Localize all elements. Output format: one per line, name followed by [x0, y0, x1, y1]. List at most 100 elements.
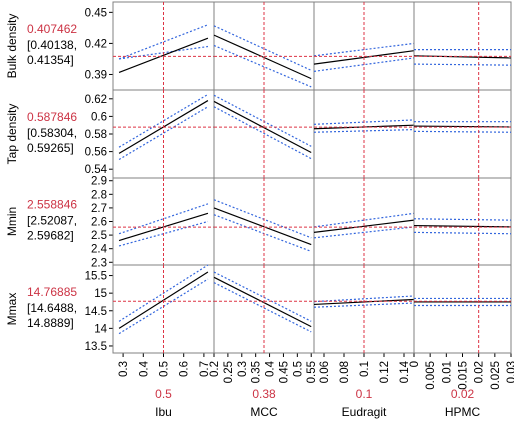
panel-frame: [112, 177, 215, 266]
y-tick-label: 0.42: [85, 38, 107, 50]
fit-line: [213, 276, 312, 328]
profile-panel: [112, 1, 215, 91]
factor-name: Eudragit: [342, 405, 387, 419]
x-tick-label: 0.3: [118, 361, 130, 377]
response-ci-lower: [0.40138,: [27, 38, 77, 52]
fit-line: [313, 219, 415, 233]
x-tick-label: 0.2: [209, 361, 221, 377]
profile-panel: [213, 89, 315, 179]
axes: 0.39 0.42 0.45 0.54 0.56 0.58 0.6 0.62 2.32.4 2.5…: [85, 2, 514, 390]
ci-lower-line: [118, 106, 209, 161]
x-tick-label: 0.01: [441, 361, 453, 383]
profile-panel: [112, 264, 215, 354]
ci-upper-line: [118, 93, 209, 148]
y-tick-label: 2.5: [91, 230, 107, 242]
factor-current-value: 0.5: [155, 387, 172, 401]
ci-upper-line: [313, 212, 415, 228]
profile-panel: [313, 1, 415, 91]
fit-line: [213, 100, 312, 154]
x-tick-label: 0.4: [265, 360, 277, 377]
factor-name: Ibu: [155, 405, 172, 419]
response-name: Mmax: [5, 293, 19, 326]
x-tick-label: 0.12: [379, 361, 391, 383]
y-tick-label: 2.9: [91, 176, 107, 188]
y-tick-label: 0.62: [85, 94, 107, 106]
profile-panel: [213, 177, 315, 266]
panel-frame: [313, 1, 415, 91]
factor-current-value: 0.38: [252, 387, 276, 401]
x-tick-label: 0.14: [399, 360, 411, 383]
ci-lower-line: [213, 106, 312, 160]
panel-frame: [313, 89, 415, 179]
x-tick-label: 0.5: [159, 361, 171, 377]
y-tick-label: 2.4: [91, 244, 108, 256]
fit-line: [118, 37, 209, 73]
response-ci-lower: [14.6488,: [27, 301, 77, 315]
response-ci-lower: [0.58304,: [27, 126, 77, 140]
profile-panel: [313, 89, 415, 179]
y-tick-label: 13.5: [85, 341, 107, 353]
panels: [112, 1, 512, 354]
response-value: 14.76885: [27, 285, 77, 299]
factor-labels: 0.5 Ibu 0.38 MCC 0.1 Eudragit 0.02 HPMC: [155, 387, 480, 419]
y-tick-label: 15.5: [85, 271, 107, 283]
ci-upper-line: [313, 42, 415, 57]
panel-frame: [112, 89, 215, 179]
panel-frame: [213, 264, 315, 354]
x-tick-label: 0.03: [506, 361, 514, 383]
x-tick-label: 0.005: [425, 361, 437, 390]
y-tick-label: 2.3: [91, 257, 107, 269]
response-value: 2.558846: [27, 198, 77, 212]
response-ci-upper: 0.41354]: [27, 53, 74, 67]
panel-frame: [313, 264, 415, 354]
x-tick-label: 0: [409, 361, 421, 367]
ci-upper-line: [213, 199, 312, 239]
panel-frame: [112, 1, 215, 91]
y-tick-label: 14.5: [85, 306, 107, 318]
profile-panel: [413, 89, 512, 179]
profile-panel: [112, 89, 215, 179]
response-name: Mmin: [5, 207, 19, 236]
x-tick-label: 0.55: [306, 361, 318, 383]
ci-upper-line: [118, 264, 209, 322]
ci-upper-line: [313, 119, 415, 125]
x-tick-label: 0.015: [458, 361, 470, 390]
ci-upper-line: [213, 271, 312, 322]
x-tick-label: 0.1: [359, 361, 371, 377]
ci-lower-line: [313, 129, 415, 133]
y-tick-label: 2.7: [91, 203, 107, 215]
y-tick-label: 0.6: [91, 111, 107, 123]
ci-lower-line: [313, 57, 415, 72]
response-ci-upper: 14.8889]: [27, 316, 74, 330]
ci-lower-line: [213, 44, 312, 88]
fit-line: [213, 34, 312, 80]
ci-lower-line: [313, 302, 415, 308]
ci-lower-line: [213, 282, 312, 333]
ci-lower-line: [413, 130, 512, 133]
panel-frame: [413, 177, 512, 266]
x-tick-label: 0.08: [339, 361, 351, 383]
y-tick-label: 15: [94, 288, 107, 300]
x-tick-label: 0.02: [474, 361, 486, 383]
response-labels: Bulk density 0.407462 [0.40138,0.41354] Tap…: [5, 14, 77, 330]
panel-frame: [213, 1, 315, 91]
ci-upper-line: [413, 218, 512, 221]
response-value: 0.587846: [27, 110, 77, 124]
x-tick-label: 0.35: [251, 361, 263, 383]
factor-name: MCC: [250, 405, 278, 419]
ci-lower-line: [413, 231, 512, 235]
profile-panel: [213, 264, 315, 354]
factor-current-value: 0.02: [451, 387, 475, 401]
x-tick-label: 0.25: [223, 361, 235, 383]
profile-panel: [213, 1, 315, 91]
response-ci-upper: 2.59682]: [27, 229, 74, 243]
panel-frame: [213, 177, 315, 266]
ci-lower-line: [213, 214, 312, 252]
ci-upper-line: [313, 295, 415, 303]
x-tick-label: 0.025: [490, 361, 502, 390]
y-tick-label: 0.58: [85, 129, 107, 141]
ci-lower-line: [118, 220, 209, 247]
profile-panel: [112, 177, 215, 266]
response-name: Tap density: [5, 104, 19, 165]
